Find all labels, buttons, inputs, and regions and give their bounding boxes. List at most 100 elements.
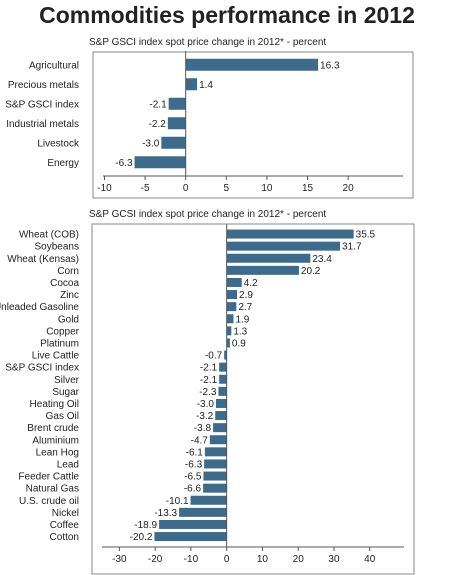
- data-label: -10.1: [166, 496, 189, 507]
- category-label: Feeder Cattle: [18, 472, 79, 483]
- data-label: -3.2: [196, 411, 214, 422]
- x-tick-label: -10: [184, 554, 199, 565]
- bar: [134, 156, 186, 169]
- bar: [204, 459, 227, 469]
- data-label: 0.9: [232, 338, 246, 349]
- category-label: Precious metals: [8, 80, 79, 91]
- bar: [161, 136, 186, 149]
- bar: [226, 241, 341, 251]
- bar: [219, 362, 227, 372]
- category-label: S&P GSCI index: [5, 363, 79, 374]
- category-label: Lead: [57, 459, 79, 470]
- data-label: 1.4: [199, 80, 213, 91]
- x-tick-label: 20: [343, 183, 355, 194]
- chart-subtitle: S&P GCSI index spot price change in 2012…: [89, 209, 326, 220]
- category-label: Aluminium: [32, 435, 79, 446]
- bar: [159, 519, 227, 529]
- bar: [219, 374, 227, 384]
- category-label: Gold: [58, 314, 79, 325]
- category-label: Brent crude: [27, 423, 79, 434]
- x-tick-label: 0: [224, 554, 230, 565]
- category-label: Corn: [57, 266, 79, 277]
- bar: [209, 435, 227, 445]
- plot-frame: [92, 51, 414, 199]
- x-tick-label: 0: [183, 183, 189, 194]
- category-label: S&P GSCI index: [5, 99, 79, 110]
- data-label: -20.2: [130, 532, 153, 543]
- data-label: 1.3: [233, 326, 247, 337]
- bar: [224, 350, 227, 360]
- data-label: -2.2: [149, 119, 167, 130]
- data-label: -3.8: [194, 423, 212, 434]
- category-label: Industrial metals: [6, 119, 79, 130]
- data-label: -3.0: [197, 399, 215, 410]
- bar: [203, 483, 227, 493]
- x-tick-label: 10: [257, 554, 269, 565]
- bar: [226, 326, 232, 336]
- data-label: -6.6: [184, 484, 202, 495]
- bar: [154, 532, 227, 542]
- bar: [218, 386, 227, 396]
- category-label: Platinum: [40, 338, 79, 349]
- category-label: Natural Gas: [26, 484, 79, 495]
- category-label: Wheat (Kensas): [7, 254, 79, 265]
- bar: [213, 423, 227, 433]
- x-tick-label: -20: [148, 554, 163, 565]
- data-label: -2.1: [200, 375, 218, 386]
- bar: [190, 495, 227, 505]
- chart-commodity-groups: S&P GSCI index spot price change in 2012…: [5, 37, 414, 199]
- x-tick-label: 15: [302, 183, 314, 194]
- bar: [203, 471, 227, 481]
- x-tick-label: -5: [141, 183, 150, 194]
- category-label: Wheat (COB): [19, 230, 79, 241]
- x-tick-label: -10: [97, 183, 112, 194]
- data-label: -18.9: [134, 520, 157, 531]
- category-label: Zinc: [60, 290, 79, 301]
- data-label: 20.2: [301, 266, 321, 277]
- category-label: Gas Oil: [46, 411, 79, 422]
- category-label: Coffee: [50, 520, 80, 531]
- bar: [167, 117, 186, 130]
- category-label: U.S. crude oil: [19, 496, 79, 507]
- x-tick-label: 5: [224, 183, 230, 194]
- category-label: Agricultural: [29, 60, 79, 71]
- category-label: Cocoa: [50, 278, 79, 289]
- category-label: Unleaded Gasoline: [0, 302, 79, 313]
- page-title: Commodities performance in 2012: [39, 2, 415, 28]
- bar: [185, 78, 198, 91]
- x-tick-label: 40: [364, 554, 376, 565]
- data-label: -3.0: [142, 138, 160, 149]
- category-label: Sugar: [52, 387, 79, 398]
- bar: [226, 265, 299, 275]
- data-label: -6.5: [184, 472, 202, 483]
- category-label: Heating Oil: [30, 399, 79, 410]
- bar: [226, 253, 311, 263]
- category-label: Livestock: [37, 138, 80, 149]
- data-label: -0.7: [205, 351, 223, 362]
- x-tick-label: 20: [293, 554, 305, 565]
- x-tick-label: -30: [112, 554, 127, 565]
- data-label: -13.3: [154, 508, 177, 519]
- bar: [226, 314, 234, 324]
- category-label: Energy: [47, 158, 79, 169]
- bar: [226, 277, 242, 287]
- data-label: -4.7: [191, 435, 209, 446]
- data-label: -6.3: [115, 158, 133, 169]
- data-label: -2.1: [149, 99, 167, 110]
- bar: [168, 97, 186, 110]
- category-label: Live Cattle: [32, 351, 80, 362]
- data-label: 2.7: [238, 302, 252, 313]
- chart-subtitle: S&P GSCI index spot price change in 2012…: [89, 37, 326, 48]
- data-label: 23.4: [312, 254, 332, 265]
- bar: [226, 338, 230, 348]
- data-label: 2.9: [239, 290, 253, 301]
- bar: [215, 411, 227, 421]
- data-label: -2.1: [200, 363, 218, 374]
- chart-individual-commodities: S&P GCSI index spot price change in 2012…: [0, 209, 415, 575]
- data-label: 1.9: [235, 314, 249, 325]
- bar: [226, 290, 238, 300]
- bar: [204, 447, 227, 457]
- bar: [185, 58, 319, 71]
- data-label: 4.2: [244, 278, 258, 289]
- category-label: Copper: [46, 326, 79, 337]
